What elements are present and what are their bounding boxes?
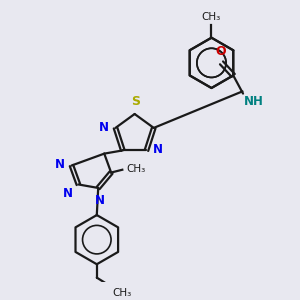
Text: S: S xyxy=(131,95,140,108)
Text: N: N xyxy=(56,158,65,171)
Text: N: N xyxy=(153,143,163,156)
Text: N: N xyxy=(94,194,105,206)
Text: O: O xyxy=(215,45,226,58)
Text: N: N xyxy=(99,121,109,134)
Text: N: N xyxy=(63,187,73,200)
Text: CH₃: CH₃ xyxy=(126,164,146,174)
Text: CH₃: CH₃ xyxy=(202,12,221,22)
Text: NH: NH xyxy=(244,95,263,108)
Text: CH₃: CH₃ xyxy=(112,288,132,298)
